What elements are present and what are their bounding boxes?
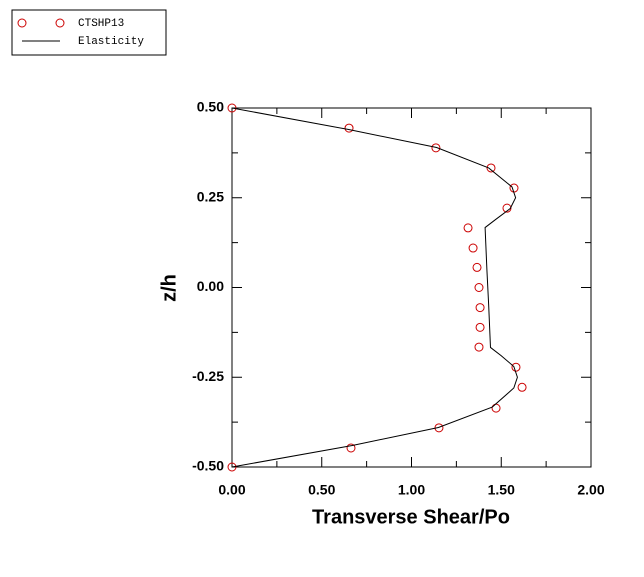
y-axis-label: z/h (158, 274, 180, 302)
marker (431, 143, 441, 153)
y-tick-label: 0.00 (197, 278, 224, 294)
marker (509, 183, 519, 193)
legend-marker (55, 18, 65, 28)
marker (486, 163, 496, 173)
x-tick-label: 0.50 (308, 482, 335, 498)
marker (227, 103, 237, 113)
marker (475, 322, 485, 332)
x-tick-label: 0.00 (218, 482, 245, 498)
legend-label: CTSHP13 (78, 18, 124, 30)
y-tick-label: 0.25 (197, 188, 224, 204)
legend-box (11, 9, 167, 56)
marker (491, 403, 501, 413)
marker (511, 362, 521, 372)
x-tick-label: 1.00 (398, 482, 425, 498)
marker (346, 443, 356, 453)
marker (227, 462, 237, 472)
y-tick-label: 0.50 (197, 99, 224, 115)
x-tick-label: 1.50 (488, 482, 515, 498)
line (231, 107, 518, 468)
marker (474, 283, 484, 292)
y-tick-label: -0.50 (192, 458, 224, 474)
marker (472, 262, 482, 272)
plot-frame (231, 107, 592, 468)
x-tick-label: 2.00 (577, 482, 604, 498)
y-tick-label: -0.25 (192, 368, 224, 384)
marker (463, 223, 473, 233)
marker (475, 303, 485, 313)
marker (468, 243, 478, 253)
marker (474, 342, 484, 352)
x-axis-label: Transverse Shear/Po (312, 506, 510, 528)
legend-marker (17, 18, 27, 28)
legend-label: Elasticity (78, 36, 144, 48)
marker (344, 123, 354, 133)
marker (502, 203, 512, 213)
marker (517, 382, 527, 392)
